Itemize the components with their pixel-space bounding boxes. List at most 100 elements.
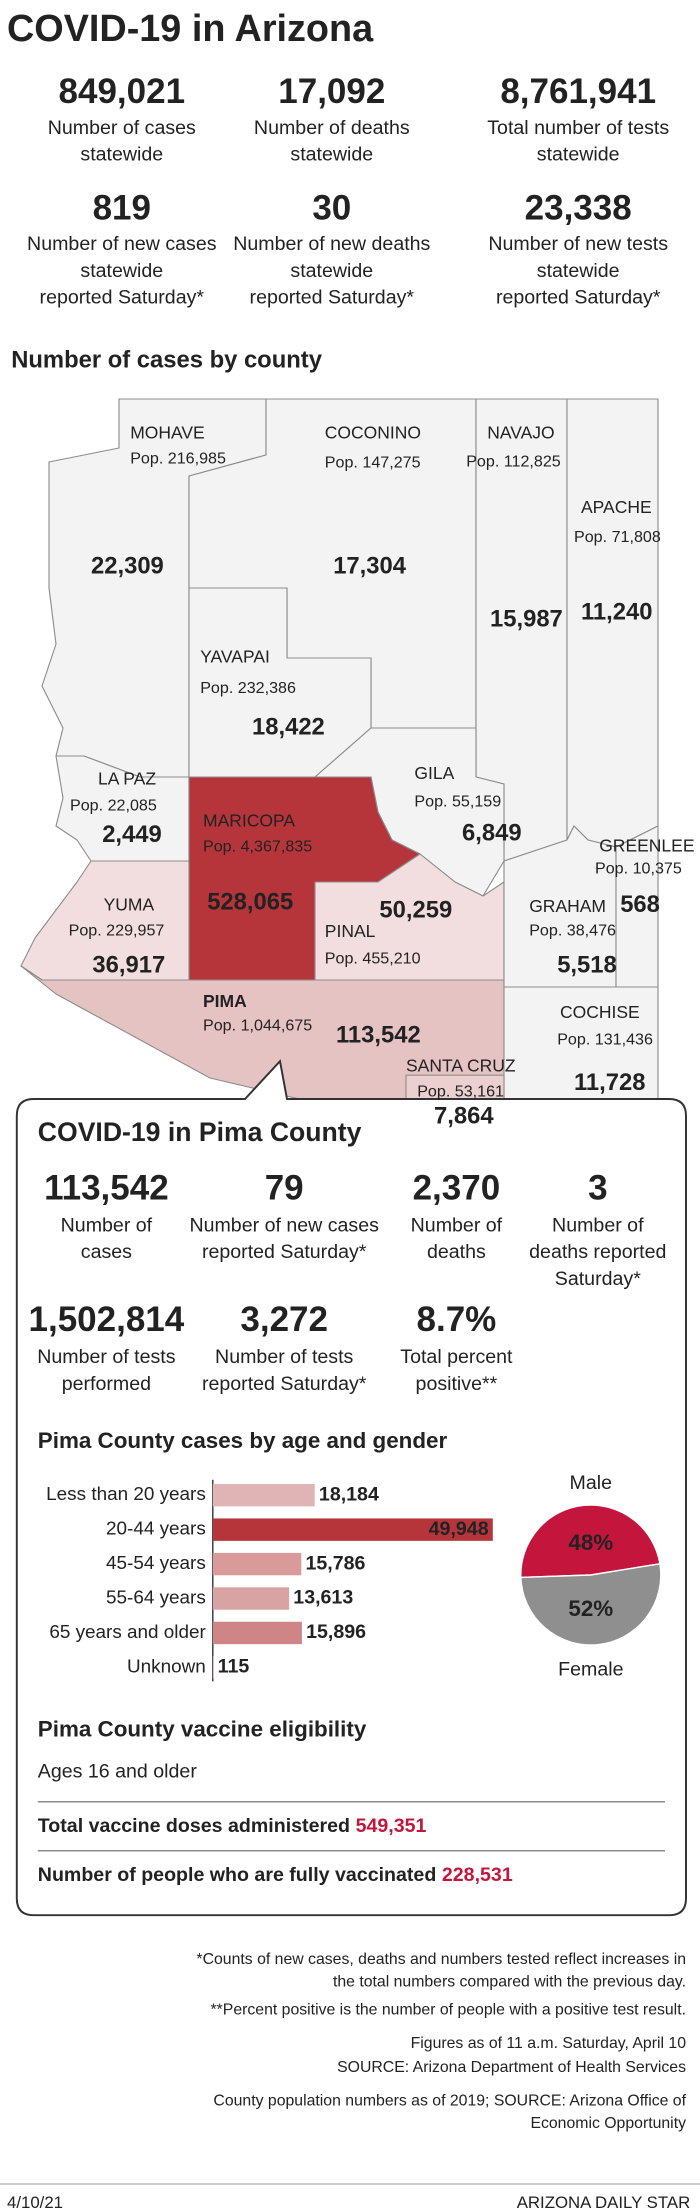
vaccine-value: 228,531 — [442, 1864, 513, 1886]
county-name: LA PAZ — [98, 768, 156, 788]
stat-value: 3,272 — [240, 1300, 328, 1339]
stat-value: 113,542 — [44, 1168, 169, 1207]
stat-value: 8,761,941 — [500, 72, 656, 111]
county-name: MARICOPA — [203, 810, 295, 830]
age-chart-title: Pima County cases by age and gender — [38, 1428, 448, 1453]
stat-label: performed — [62, 1373, 151, 1395]
county-cases: 50,259 — [379, 897, 452, 924]
county-name: YUMA — [104, 894, 155, 914]
stat-label: reported Saturday* — [496, 286, 661, 308]
county-population: Pop. 53,161 — [417, 1082, 504, 1100]
stat-label: statewide — [537, 260, 620, 282]
county-name: GRAHAM — [529, 896, 606, 916]
footnote: *Counts of new cases, deaths and numbers… — [196, 1951, 686, 1968]
footnote: SOURCE: Arizona Department of Health Ser… — [337, 2059, 686, 2076]
pima-title: COVID-19 in Pima County — [38, 1117, 362, 1147]
stat-value: 17,092 — [278, 72, 385, 111]
county-name: YAVAPAI — [200, 647, 270, 667]
legend-label: Female — [558, 1658, 623, 1680]
vaccine-eligibility: Ages 16 and older — [38, 1761, 198, 1783]
value-label: 15,896 — [306, 1621, 366, 1643]
county-name: APACHE — [581, 497, 652, 517]
county-cases: 11,240 — [581, 598, 652, 625]
county-cases: 568 — [620, 891, 660, 918]
stat-label: Number of — [411, 1215, 503, 1237]
stat-value: 3 — [588, 1168, 607, 1207]
stat-label: reported Saturday* — [40, 286, 205, 308]
bar — [212, 1518, 493, 1541]
pima-box — [15, 1059, 687, 1917]
category-label: 20-44 years — [106, 1519, 206, 1540]
bar — [212, 1552, 302, 1576]
county-cases: 5,518 — [557, 951, 617, 978]
county-name: PIMA — [203, 991, 247, 1011]
legend-label: Male — [570, 1472, 613, 1494]
stat-value: 819 — [93, 188, 151, 227]
county-name: NAVAJO — [487, 423, 554, 443]
stat-label: reported Saturday* — [202, 1241, 367, 1263]
county-cases: 15,987 — [490, 605, 563, 632]
county-population: Pop. 455,210 — [325, 949, 421, 967]
stat-value: 23,338 — [525, 188, 632, 227]
category-label: Less than 20 years — [46, 1484, 206, 1505]
vaccine-value: 549,351 — [356, 1815, 427, 1837]
county-population: Pop. 71,808 — [574, 528, 661, 546]
county-population: Pop. 55,159 — [414, 792, 501, 810]
stat-value: 1,502,814 — [29, 1300, 185, 1339]
pie-slice — [520, 1504, 661, 1579]
bar — [212, 1587, 290, 1610]
stat-value: 30 — [312, 188, 351, 227]
footer-date: 4/10/21 — [7, 2193, 63, 2212]
footnote: County population numbers as of 2019; SO… — [213, 2093, 686, 2110]
county-population: Pop. 38,476 — [529, 921, 616, 939]
county-population: Pop. 22,085 — [70, 797, 157, 815]
stat-label: Total number of tests — [487, 117, 669, 139]
county-cases: 7,864 — [434, 1102, 494, 1129]
county-population: Pop. 112,825 — [466, 452, 561, 470]
vaccine-line: Number of people who are fully vaccinate… — [38, 1864, 513, 1886]
stat-label: Number of new cases — [27, 233, 217, 255]
county-cases: 18,422 — [252, 713, 325, 740]
county-cases: 6,849 — [462, 820, 522, 847]
stat-label: deaths reported — [529, 1241, 666, 1263]
pie-slice — [520, 1563, 662, 1646]
stat-label: cases — [81, 1241, 132, 1263]
stat-label: Number of cases — [48, 117, 196, 139]
stat-label: deaths — [427, 1241, 486, 1263]
stat-label: Number of new cases — [189, 1215, 379, 1237]
county-cases: 2,449 — [102, 821, 162, 848]
stat-label: statewide — [80, 260, 163, 282]
stat-value: 79 — [265, 1168, 304, 1207]
category-label: Unknown — [127, 1656, 206, 1677]
county-cases: 36,917 — [92, 951, 165, 978]
stat-label: Number of — [61, 1215, 153, 1237]
stat-label: statewide — [80, 144, 163, 166]
county-name: SANTA CRUZ — [406, 1055, 516, 1075]
county-cases: 17,304 — [333, 552, 407, 579]
stat-label: Number of new deaths — [233, 233, 430, 255]
county-name: COCHISE — [560, 1002, 640, 1022]
county-population: Pop. 232,386 — [200, 679, 296, 697]
value-label: 115 — [218, 1656, 250, 1678]
stat-label: statewide — [537, 144, 620, 166]
footnote: Economic Opportunity — [530, 2115, 686, 2132]
value-label: 18,184 — [319, 1483, 379, 1505]
stat-value: 849,021 — [59, 72, 186, 111]
stat-value: 2,370 — [413, 1168, 501, 1207]
footer-publisher: ARIZONA DAILY STAR — [517, 2193, 690, 2212]
category-label: 65 years and older — [49, 1622, 205, 1643]
county-population: Pop. 229,957 — [69, 921, 165, 939]
vaccine-label: Number of people who are fully vaccinate… — [38, 1864, 437, 1886]
stat-label: Number of deaths — [254, 117, 410, 139]
stat-label: Number of tests — [215, 1346, 353, 1368]
canvas: COVID-19 in Arizona Number of cases by c… — [0, 8, 700, 2212]
map-title: Number of cases by county — [11, 346, 323, 373]
stat-label: Number of new tests — [488, 233, 668, 255]
footnote: **Percent positive is the number of peop… — [210, 2002, 686, 2019]
map — [20, 398, 659, 1128]
category-label: 55-64 years — [106, 1588, 206, 1609]
stat-label: statewide — [290, 144, 373, 166]
footnote: the total numbers compared with the prev… — [333, 1974, 686, 1991]
stat-label: statewide — [290, 260, 373, 282]
value-label: 15,786 — [305, 1552, 365, 1574]
